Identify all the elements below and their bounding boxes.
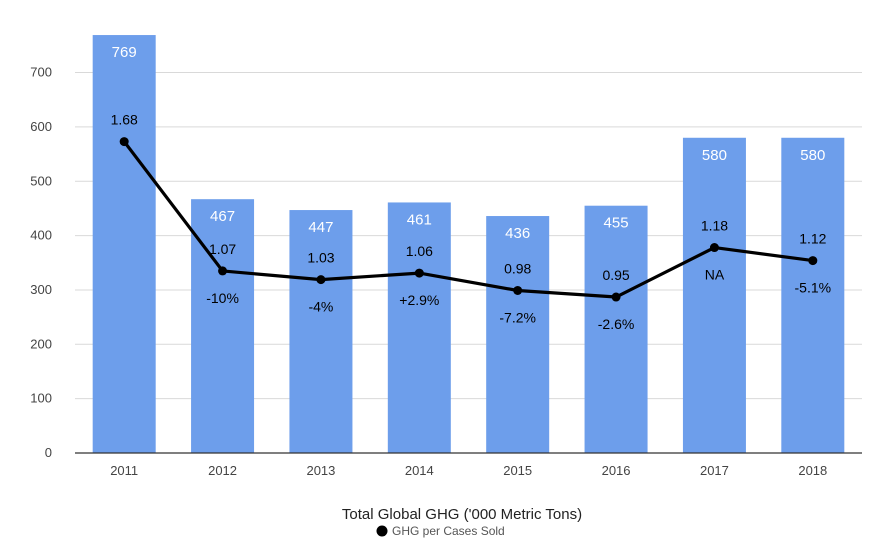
bar-value-label: 447 [308, 219, 333, 236]
line-value-label: 1.68 [111, 112, 138, 128]
line-point [316, 275, 326, 285]
bar-value-label: 461 [407, 211, 432, 228]
legend-label: GHG per Cases Sold [392, 524, 505, 538]
series-line [122, 140, 814, 299]
bar [486, 216, 550, 453]
change-label: -5.1% [795, 280, 832, 296]
y-tick-label: 700 [30, 65, 52, 80]
x-tick-label: 2015 [503, 463, 532, 478]
line-value-labels: 1.68 1.07 1.03 1.06 0.98 0.95 1.18 1.12 [111, 112, 827, 283]
line-point [513, 285, 523, 295]
x-axis-ticks: 2011 2012 2013 2014 2015 2016 2017 2018 [110, 463, 827, 478]
bar-value-label: 580 [702, 147, 727, 164]
x-tick-label: 2018 [798, 463, 827, 478]
x-tick-label: 2016 [602, 463, 631, 478]
change-labels: -10% -4% +2.9% -7.2% -2.6% NA -5.1% [206, 267, 831, 332]
y-tick-label: 0 [45, 445, 52, 460]
line-value-label: 0.95 [602, 267, 629, 283]
line-point [709, 243, 719, 253]
bar-value-label: 580 [800, 147, 825, 164]
line-value-label: 0.98 [504, 260, 531, 276]
change-label: -4% [308, 299, 333, 315]
line-value-label: 1.06 [406, 243, 433, 259]
line-series [119, 137, 818, 302]
line-point [218, 266, 228, 276]
y-tick-label: 200 [30, 336, 52, 351]
line-point [119, 137, 129, 147]
x-tick-label: 2014 [405, 463, 434, 478]
y-tick-label: 100 [30, 391, 52, 406]
bar-value-label: 467 [210, 208, 235, 225]
line-point [808, 256, 818, 266]
bar-value-label: 769 [112, 44, 137, 61]
bar-value-label: 436 [505, 225, 530, 242]
y-tick-label: 600 [30, 119, 52, 134]
chart-title: Total Global GHG ('000 Metric Tons) [342, 506, 582, 523]
x-tick-label: 2017 [700, 463, 729, 478]
line-value-label: 1.12 [799, 231, 826, 247]
y-tick-label: 300 [30, 282, 52, 297]
change-label: -2.6% [598, 316, 635, 332]
bar [682, 137, 746, 453]
line-value-label: 1.03 [307, 250, 334, 266]
line-point [611, 292, 621, 302]
line-value-label: 1.07 [209, 241, 236, 257]
bar [191, 199, 255, 453]
change-label: +2.9% [399, 292, 439, 308]
x-tick-label: 2013 [306, 463, 335, 478]
line-value-label: 1.18 [701, 218, 728, 234]
change-label: -10% [206, 290, 239, 306]
bar [584, 205, 648, 453]
y-tick-label: 500 [30, 173, 52, 188]
change-label: NA [705, 267, 725, 283]
bar [289, 210, 353, 453]
x-tick-label: 2012 [208, 463, 237, 478]
bars [92, 35, 845, 454]
bar-value-label: 455 [604, 215, 629, 232]
y-tick-label: 400 [30, 228, 52, 243]
x-tick-label: 2011 [110, 463, 138, 478]
bar [387, 202, 451, 453]
line-point [414, 268, 424, 278]
bar-value-labels: 769 467 447 461 436 455 580 580 [112, 44, 826, 242]
legend: GHG per Cases Sold [376, 524, 505, 538]
legend-marker [376, 525, 388, 537]
bar [92, 35, 156, 454]
change-label: -7.2% [499, 309, 536, 325]
bar [781, 137, 845, 453]
y-axis-ticks: 0 100 200 300 400 500 600 700 [30, 65, 52, 460]
